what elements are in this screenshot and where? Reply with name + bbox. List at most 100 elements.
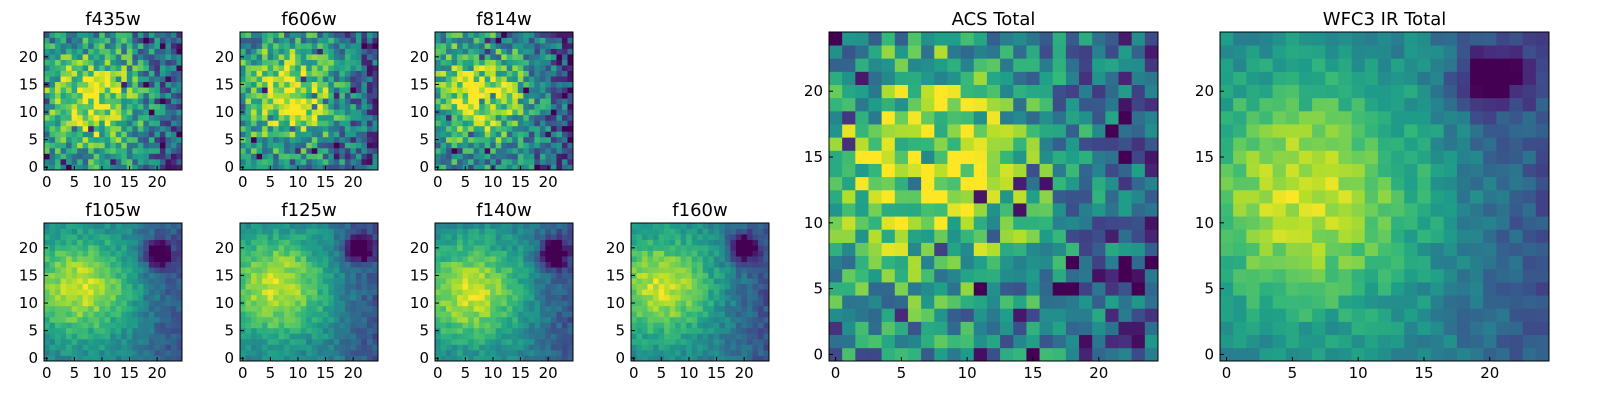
heatmap-cell [1092, 124, 1106, 138]
heatmap-cell [1105, 268, 1119, 283]
heatmap-cell [435, 142, 441, 149]
heatmap-cell [278, 316, 285, 323]
heatmap-cell [372, 158, 379, 165]
heatmap-cell [137, 355, 144, 362]
heatmap-cell [468, 87, 474, 94]
heatmap-cell [534, 278, 541, 285]
heatmap-cell [855, 216, 869, 230]
heatmap-cell [245, 311, 252, 318]
heatmap-cell [468, 322, 474, 329]
heatmap-cell [757, 322, 764, 329]
heatmap-cell [636, 289, 643, 296]
heatmap-cell [366, 322, 373, 329]
heatmap-cell [256, 267, 263, 274]
heatmap-cell [77, 114, 83, 121]
heatmap-cell [495, 267, 502, 274]
heatmap-cell [104, 261, 111, 268]
axes-frame [434, 222, 574, 362]
heatmap-cell [311, 114, 318, 121]
heatmap-cell [517, 272, 524, 279]
heatmap-cell [647, 316, 654, 323]
heatmap-cell [71, 223, 78, 229]
heatmap-cell [44, 283, 50, 290]
heatmap-cell [457, 239, 463, 246]
heatmap-cell [333, 234, 340, 240]
heatmap-cell [251, 223, 257, 229]
heatmap-cell [1144, 308, 1159, 322]
heatmap-cell [1000, 268, 1014, 283]
heatmap-cell [267, 344, 274, 351]
heatmap-cell [115, 125, 122, 132]
heatmap-cell [534, 327, 541, 334]
heatmap-cell [262, 322, 268, 329]
heatmap-cell [675, 289, 682, 296]
heatmap-cell [697, 289, 704, 296]
heatmap-cell [366, 109, 373, 116]
y-tick-label: 15 [410, 75, 429, 93]
heatmap-cell [115, 131, 122, 138]
heatmap-cell [322, 76, 329, 83]
heatmap-cell [669, 228, 676, 235]
heatmap-cell [99, 261, 106, 268]
heatmap-cell [528, 305, 535, 312]
heatmap-cell [512, 333, 519, 340]
heatmap-cell [333, 272, 340, 279]
heatmap-cell [137, 316, 144, 323]
heatmap-cell [154, 261, 161, 268]
heatmap-cell [523, 300, 530, 307]
heatmap-cell [361, 272, 368, 279]
heatmap-cell [473, 239, 480, 246]
heatmap-cell [49, 250, 56, 257]
heatmap-cell [143, 289, 150, 296]
heatmap-cell [176, 153, 183, 160]
heatmap-cell [306, 250, 313, 257]
heatmap-cell [457, 316, 463, 323]
heatmap-cell [49, 70, 56, 77]
heatmap-cell [121, 256, 128, 262]
heatmap-cell [104, 142, 111, 149]
heatmap-cell [121, 278, 128, 285]
heatmap-cell [561, 261, 568, 268]
heatmap-cell [77, 228, 83, 235]
heatmap-cell [110, 234, 117, 240]
heatmap-cell [159, 311, 166, 318]
heatmap-cell [126, 311, 133, 318]
heatmap-cell [550, 289, 557, 296]
heatmap-cell [71, 103, 78, 110]
heatmap-cell [446, 300, 452, 307]
heatmap-cell [462, 59, 469, 66]
heatmap-cell [501, 92, 508, 99]
heatmap-cell [344, 153, 351, 160]
heatmap-cell [176, 349, 183, 356]
heatmap-cell [1065, 334, 1080, 349]
heatmap-cell [842, 308, 856, 322]
heatmap-cell [752, 256, 759, 262]
heatmap-cell [539, 158, 546, 165]
heatmap-cell [642, 355, 648, 362]
heatmap-cell [121, 158, 128, 165]
heatmap-cell [170, 98, 177, 105]
heatmap-cell [658, 234, 665, 240]
heatmap-cell [240, 114, 246, 121]
heatmap-cell [262, 92, 268, 99]
heatmap-cell [344, 76, 351, 83]
heatmap-cell [462, 316, 469, 323]
heatmap-cell [479, 153, 486, 160]
heatmap-cell [121, 267, 128, 274]
heatmap-cell [501, 98, 508, 105]
heatmap-cell [93, 344, 100, 351]
heatmap-cell [719, 234, 726, 240]
heatmap-cell [115, 256, 122, 262]
heatmap-cell [300, 147, 307, 154]
heatmap-cell [251, 261, 257, 268]
x-tick-label: 15 [120, 173, 139, 191]
heatmap-cell [561, 32, 568, 38]
heatmap-cell [333, 327, 340, 334]
heatmap-cell [284, 125, 291, 132]
heatmap-cell [350, 131, 357, 138]
heatmap-cell [534, 164, 541, 171]
heatmap-cell [284, 98, 291, 105]
heatmap-cell [479, 92, 486, 99]
heatmap-cell [894, 308, 909, 322]
